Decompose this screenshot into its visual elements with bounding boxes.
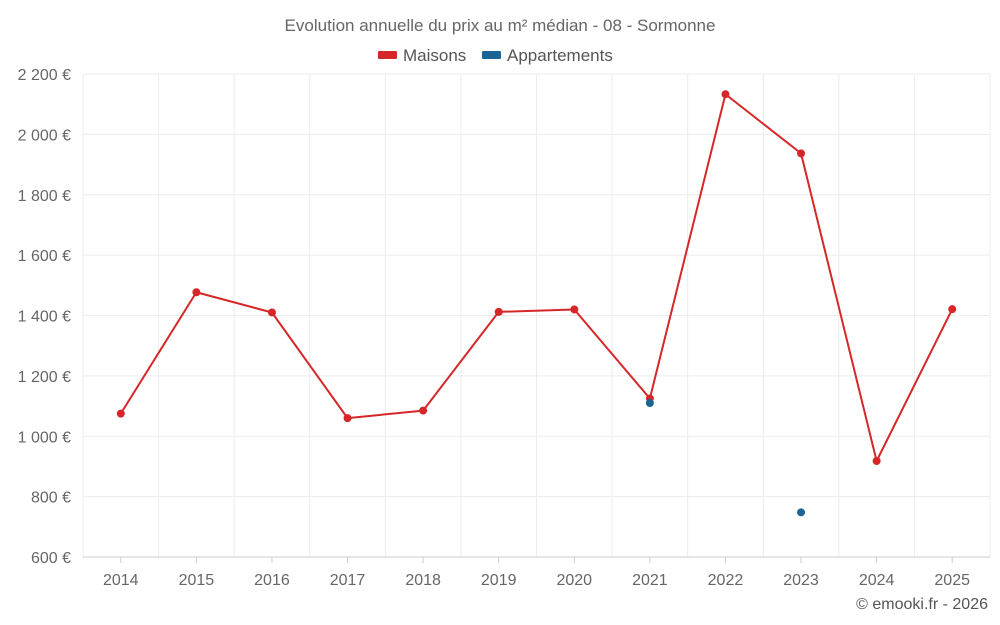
y-tick-label: 800 € [31,490,71,507]
x-tick-label: 2019 [481,572,517,589]
x-tick-label: 2016 [254,572,290,589]
x-tick-label: 2017 [330,572,366,589]
series-lines [119,93,954,463]
x-tick-label: 2015 [179,572,215,589]
chart-title: Evolution annuelle du prix au m² médian … [285,16,716,35]
credit-text: © emooki.fr - 2026 [856,596,988,613]
data-point-maisons[interactable] [419,406,428,415]
data-point-appartements[interactable] [797,508,806,517]
series-points [116,90,957,517]
legend-item-maisons[interactable]: Maisons [378,46,466,65]
x-axis-labels: 2014 2015 2016 2017 2018 2019 2020 2021 2022 2023… [103,557,970,589]
data-point-maisons[interactable] [192,288,201,297]
x-tick-label: 2024 [859,572,895,589]
data-point-maisons[interactable] [116,409,125,418]
legend-item-appartements[interactable]: Appartements [482,46,613,65]
y-tick-label: 2 200 € [18,67,71,84]
y-tick-label: 1 000 € [18,429,71,446]
data-point-appartements[interactable] [645,399,654,408]
y-tick-label: 1 400 € [18,309,71,326]
y-tick-label: 1 800 € [18,188,71,205]
y-tick-label: 600 € [31,550,71,567]
data-point-maisons[interactable] [797,149,806,158]
data-point-maisons[interactable] [494,307,503,316]
y-tick-label: 1 200 € [18,369,71,386]
legend-swatch-maisons [378,51,397,59]
x-tick-label: 2021 [632,572,668,589]
legend-label-appartements: Appartements [507,46,613,65]
data-point-maisons[interactable] [872,457,881,466]
x-tick-label: 2022 [708,572,744,589]
legend-swatch-appartements [482,51,501,59]
data-point-maisons[interactable] [343,414,352,423]
x-tick-label: 2018 [405,572,441,589]
legend-label-maisons: Maisons [403,46,466,65]
legend: Maisons Appartements [378,46,613,65]
x-tick-label: 2020 [556,572,592,589]
data-point-maisons[interactable] [570,305,579,314]
series-line-maisons [119,93,954,463]
y-tick-label: 1 600 € [18,248,71,265]
x-tick-label: 2023 [783,572,819,589]
y-axis-labels: 600 € 800 € 1 000 € 1 200 € 1 400 € 1 600 € 1 … [18,67,71,567]
y-tick-label: 2 000 € [18,127,71,144]
x-tick-label: 2025 [934,572,970,589]
data-point-maisons[interactable] [267,308,276,317]
data-point-maisons[interactable] [948,305,957,314]
x-tick-label: 2014 [103,572,139,589]
data-point-maisons[interactable] [721,90,730,99]
